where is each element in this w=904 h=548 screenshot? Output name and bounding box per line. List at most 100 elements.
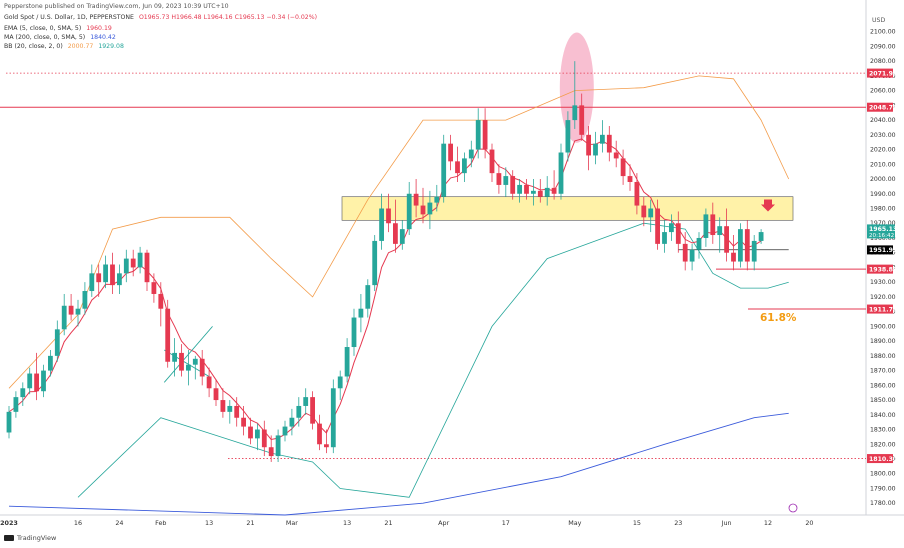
candle bbox=[655, 199, 660, 250]
candle bbox=[89, 264, 95, 297]
candle-body bbox=[275, 435, 281, 457]
candle-body bbox=[475, 120, 481, 150]
candle bbox=[682, 232, 688, 271]
price-tag-1951-label: 1951.91 bbox=[869, 247, 897, 254]
level-tag-2 bbox=[867, 264, 893, 274]
candle bbox=[351, 308, 357, 356]
candle-body bbox=[427, 202, 433, 215]
y-tick-label: 2000.00 bbox=[870, 176, 896, 183]
candle-body bbox=[393, 223, 398, 244]
candle bbox=[75, 299, 81, 327]
x-tick-label: May bbox=[568, 519, 581, 527]
candle bbox=[255, 423, 260, 451]
candle bbox=[186, 349, 191, 386]
y-tick-label: 1970.00 bbox=[870, 220, 896, 227]
candle bbox=[248, 417, 253, 445]
y-tick-label: 2010.00 bbox=[870, 161, 896, 168]
level-tag-label: 1911.76 bbox=[869, 306, 897, 313]
y-tick-label: 1960.00 bbox=[870, 235, 896, 242]
candle-body bbox=[731, 252, 736, 262]
candle bbox=[144, 249, 150, 292]
candle bbox=[317, 414, 322, 451]
candle-body bbox=[206, 376, 212, 389]
candle bbox=[158, 282, 164, 327]
ema-line bbox=[8, 138, 762, 441]
x-tick-label: 12 bbox=[764, 519, 772, 527]
bb-upper-value: 2000.77 bbox=[67, 43, 94, 50]
candle bbox=[310, 391, 315, 430]
ema-label: EMA (5, close, 0, SMA, 5) bbox=[4, 25, 82, 32]
candle-body bbox=[27, 373, 33, 389]
candle-body bbox=[641, 205, 647, 218]
candle-body bbox=[358, 308, 364, 318]
candle bbox=[20, 382, 26, 406]
candle-body bbox=[689, 249, 695, 262]
x-tick-label: 13 bbox=[343, 519, 351, 527]
candle bbox=[689, 243, 695, 271]
candle bbox=[496, 164, 502, 194]
candle bbox=[627, 164, 633, 191]
candle-body bbox=[524, 184, 529, 194]
candle bbox=[503, 167, 509, 197]
candle-body bbox=[213, 388, 219, 401]
candle bbox=[551, 170, 557, 200]
candle-body bbox=[365, 285, 371, 309]
candle-body bbox=[758, 232, 764, 241]
support-zone bbox=[341, 196, 794, 221]
candle-body bbox=[606, 134, 612, 153]
candle bbox=[710, 202, 716, 244]
candle-body bbox=[89, 273, 95, 292]
candle-body bbox=[137, 252, 143, 268]
candle bbox=[358, 293, 364, 333]
candle-body bbox=[503, 176, 509, 185]
candle bbox=[593, 131, 598, 165]
candle-body bbox=[75, 308, 81, 315]
event-marker-icon bbox=[788, 503, 798, 513]
candle-body bbox=[20, 388, 26, 398]
x-tick-label: Feb bbox=[155, 519, 166, 527]
ema-legend: EMA (5, close, 0, SMA, 5) 1960.19 bbox=[4, 25, 112, 32]
candle-body bbox=[462, 158, 467, 174]
candle bbox=[669, 214, 674, 241]
candle bbox=[600, 120, 605, 153]
candle-body bbox=[282, 426, 288, 436]
candle bbox=[717, 217, 723, 253]
y-tick-label: 1930.00 bbox=[870, 279, 896, 286]
candle bbox=[393, 199, 398, 253]
candle bbox=[117, 264, 122, 294]
candle bbox=[337, 370, 343, 401]
candle-body bbox=[448, 143, 453, 162]
candle-body bbox=[344, 347, 350, 377]
candle bbox=[268, 435, 274, 462]
candle bbox=[261, 420, 267, 457]
candle-body bbox=[413, 193, 419, 206]
candle-body bbox=[482, 120, 488, 150]
y-tick-label: 2040.00 bbox=[870, 117, 896, 124]
x-tick-label: 24 bbox=[115, 519, 123, 527]
y-tick-label: 1790.00 bbox=[870, 485, 896, 492]
candle bbox=[441, 134, 447, 203]
candle bbox=[296, 397, 302, 427]
candle bbox=[586, 125, 591, 171]
candle-body bbox=[406, 193, 412, 230]
candle bbox=[455, 146, 460, 182]
bollinger-upper-line bbox=[8, 75, 790, 389]
candle bbox=[282, 420, 288, 442]
level-tag-4 bbox=[867, 454, 893, 464]
candle bbox=[379, 193, 384, 250]
candle-body bbox=[669, 223, 674, 233]
candle bbox=[275, 429, 281, 462]
countdown-label: 20:16:42 bbox=[869, 233, 894, 239]
candle-body bbox=[144, 252, 150, 283]
current-price-label: 1965.13 bbox=[869, 226, 897, 233]
y-tick-label: 1900.00 bbox=[870, 323, 896, 330]
candle-body bbox=[613, 152, 619, 159]
y-tick-label: 2090.00 bbox=[870, 43, 896, 50]
candle bbox=[386, 193, 391, 233]
candle-body bbox=[738, 229, 743, 262]
candle bbox=[199, 349, 205, 386]
y-tick-label: 1780.00 bbox=[870, 500, 896, 507]
candle-body bbox=[110, 264, 115, 286]
candle-body bbox=[510, 176, 516, 194]
